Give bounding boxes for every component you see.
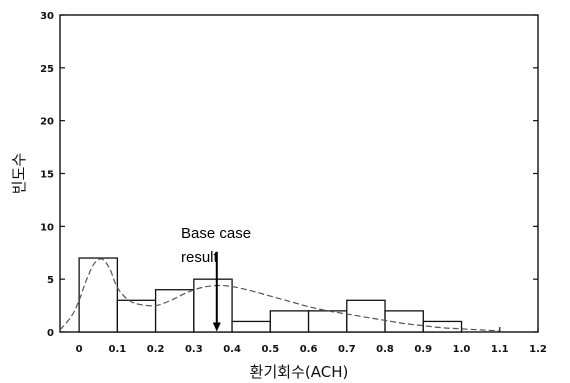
x-tick-label: 0.7 [338, 344, 356, 355]
x-axis-label: 환기회수(ACH) [250, 363, 349, 381]
histogram-bar [346, 299, 386, 333]
histogram-bar [307, 310, 348, 333]
histogram-bar [193, 278, 233, 333]
x-tick-label: 0.1 [109, 344, 127, 355]
annotation-arrowhead [212, 322, 221, 332]
density-curve [59, 258, 500, 332]
y-tick-label: 25 [40, 64, 54, 75]
x-tick-label: 0.4 [223, 344, 241, 355]
y-tick-label: 0 [47, 328, 54, 339]
histogram-bar [231, 320, 271, 333]
annotation-text-line-2: result [181, 249, 219, 266]
histogram-bar [422, 320, 463, 333]
x-tick-label: 0.5 [261, 344, 279, 355]
x-tick-label: 1.2 [529, 344, 547, 355]
histogram-bar [78, 257, 119, 333]
y-tick-label: 5 [47, 275, 54, 286]
base-case-annotation: Base case result [181, 225, 251, 332]
y-tick-label: 10 [40, 222, 54, 233]
y-axis-ticks: 0 5 10 15 20 25 30 [40, 11, 538, 339]
x-tick-label: 0.2 [147, 344, 165, 355]
y-tick-label: 15 [40, 170, 54, 181]
x-tick-label: 0 [76, 344, 83, 355]
x-tick-label: 0.9 [414, 344, 432, 355]
x-tick-label: 1.0 [453, 344, 471, 355]
x-tick-label: 0.3 [185, 344, 203, 355]
plot-area [59, 14, 539, 333]
histogram-bar [269, 310, 310, 333]
y-tick-label: 20 [40, 117, 54, 128]
x-tick-label: 0.8 [376, 344, 394, 355]
histogram-bar [154, 289, 195, 333]
x-tick-label: 1.1 [491, 344, 509, 355]
x-axis-ticks: 0 0.1 0.2 0.3 0.4 0.5 0.6 0.7 0.8 0.9 1.0 1.1 1.2 [76, 327, 547, 355]
x-tick-label: 0.6 [300, 344, 318, 355]
histogram-bar [116, 299, 157, 333]
annotation-text-line-1: Base case [181, 225, 251, 242]
y-tick-label: 30 [40, 11, 54, 22]
y-axis-label: 빈도수 [10, 153, 28, 194]
